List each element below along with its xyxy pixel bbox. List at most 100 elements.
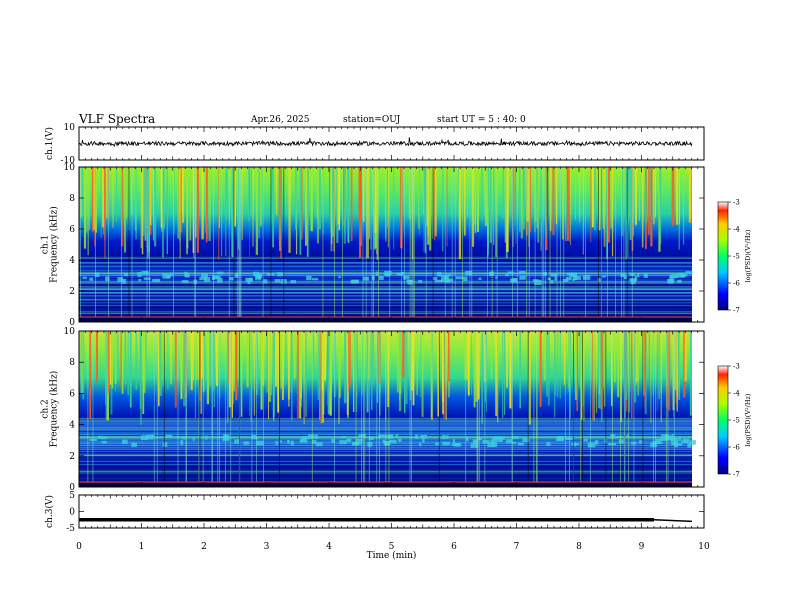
spheric-line [213,167,214,322]
hum-line [79,305,692,306]
emission-streak [147,167,149,253]
emission-streak [633,331,637,403]
emission-streak [192,331,195,381]
emission-streak [444,331,446,383]
emission-streak [569,167,570,243]
band-activity [176,435,179,438]
spheric-line [334,167,336,322]
band-activity [215,276,219,280]
emission-streak [215,331,219,386]
emission-streak [162,331,164,387]
band-activity [575,276,581,280]
spheric-line [615,167,617,322]
x-tick-label: 7 [514,542,520,552]
emission-streak [206,331,210,405]
emission-streak [260,331,263,410]
emission-streak [306,167,308,246]
spheric-line [361,331,362,487]
emission-streak [481,331,484,424]
band-activity [442,441,451,446]
emission-streak [621,167,624,236]
spheric-line [476,331,478,487]
spheric-line [620,331,622,487]
emission-streak [87,167,89,256]
band-activity [422,438,425,443]
emission-streak [376,331,379,403]
spheric-line [373,167,374,322]
colorbar-tick-label: -4 [733,226,740,234]
band-activity [98,435,103,439]
band-activity [299,439,308,443]
hum-line [79,277,692,279]
emission-streak [644,331,646,408]
colorbars: -3 -4 -5 -6 -7 log(PSD)(V²/Hz) -3 -4 -5 -6 -7 log(P… [717,199,752,479]
emission-streak [293,331,296,379]
emission-streak [95,331,99,382]
emission-streak [321,331,324,391]
y-tick-label: 10 [64,327,76,337]
emission-streak [620,331,623,422]
emission-streak [225,167,228,219]
emission-streak [684,331,687,382]
band-activity [101,440,107,444]
spheric-line [462,167,463,322]
emission-streak [276,167,278,215]
emission-streak [268,331,270,420]
spheric-line [589,331,591,487]
x-tick-label: 8 [576,542,582,552]
hum-line [79,257,692,259]
emission-streak [495,331,498,417]
emission-streak [617,331,620,398]
band-activity [311,278,319,281]
colorbar [717,365,729,475]
spheric-line [484,331,486,487]
panel-frames [78,126,705,529]
emission-streak [109,331,112,385]
emission-streak [668,331,671,411]
y-axis-title: ch.1 [41,235,51,254]
band-activity [418,279,423,283]
emission-streak [218,167,220,228]
x-tick-label: 3 [264,542,270,552]
spheric-line [120,167,122,322]
emission-streak [231,167,234,258]
hum-line [79,292,692,294]
emission-streak [690,167,692,219]
band-activity [401,271,405,275]
emission-streak [582,167,584,255]
emission-streak [604,331,606,407]
band-activity [445,274,452,277]
spheric-line [547,167,549,322]
spheric-line [177,331,179,487]
emission-streak [474,167,477,225]
band-activity [398,438,402,442]
emission-streak [463,167,466,236]
spheric-line [401,167,403,322]
emission-streak [387,167,389,248]
spheric-line [153,331,155,487]
colorbar-tick-label: -4 [733,390,740,398]
emission-streak [170,331,172,385]
emission-streak [370,167,372,250]
emission-streak [343,167,346,244]
emission-streak [548,331,550,406]
band-activity [432,276,438,281]
emission-streak [690,331,692,416]
emission-streak [536,167,539,229]
emission-streak [106,167,108,219]
band-activity [587,442,596,448]
band-activity [507,271,514,275]
spheric-line [355,331,357,487]
band-activity [351,441,360,446]
emission-streak [344,331,347,404]
spheric-line [224,331,226,487]
emission-streak [271,331,273,396]
emission-streak [481,167,483,221]
emission-streak [625,167,627,260]
hum-line [79,281,692,283]
emission-streak [543,331,546,381]
band-activity [216,271,224,275]
spheric-line [565,331,566,487]
colorbar-tick-label: -5 [733,417,740,425]
band-activity [594,440,599,445]
